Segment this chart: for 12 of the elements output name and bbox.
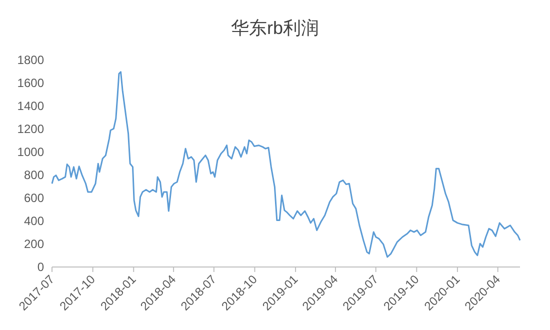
- line-series: [51, 71, 521, 258]
- chart-title: 华东rb利润: [230, 18, 320, 38]
- y-tick-label: 1600: [17, 76, 44, 90]
- y-tick-label: 1400: [17, 99, 44, 114]
- y-tick-label: 1200: [17, 122, 44, 136]
- y-tick-label: 0: [37, 260, 44, 274]
- y-tick-label: 600: [24, 191, 44, 206]
- y-tick-label: 400: [24, 214, 44, 228]
- y-tick-label: 800: [24, 168, 44, 182]
- y-tick-label: 1800: [17, 53, 44, 68]
- y-tick-label: 200: [24, 237, 44, 252]
- y-tick-label: 1000: [17, 145, 44, 160]
